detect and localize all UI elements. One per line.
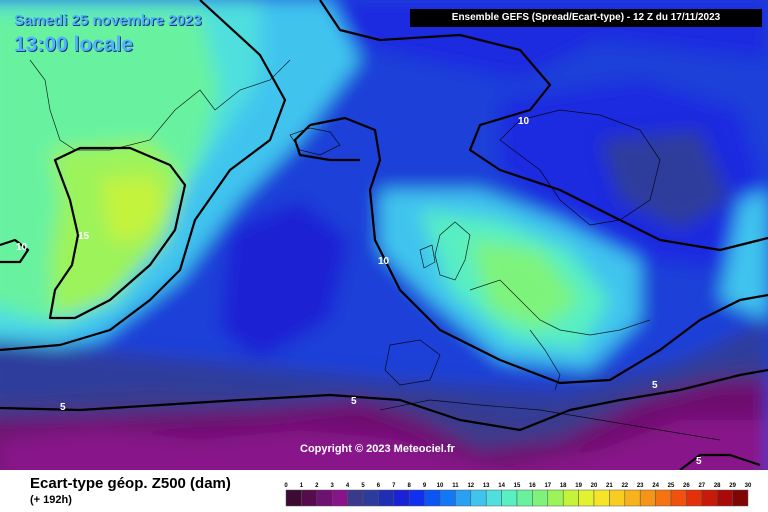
legend-swatch: [701, 489, 718, 507]
legend-swatch: [593, 489, 610, 507]
contour-label-10-west: 10: [16, 242, 28, 253]
legend-tick-label: 22: [621, 483, 628, 489]
contour-label-5-mid: 5: [351, 396, 357, 407]
legend-tick-label: 9: [423, 483, 427, 489]
legend-tick-label: 18: [560, 483, 567, 489]
legend-tick-label: 16: [529, 483, 536, 489]
legend-swatch: [732, 489, 749, 507]
legend-tick-label: 11: [452, 483, 459, 489]
legend-swatch: [408, 489, 425, 507]
legend-tick-label: 2: [315, 483, 319, 489]
legend-tick-label: 20: [591, 483, 598, 489]
legend-tick-label: 8: [408, 483, 412, 489]
iceland-coast: [289, 127, 341, 156]
contour-label-15: 15: [78, 231, 90, 242]
legend-tick-label: 12: [467, 483, 474, 489]
legend-swatch: [686, 489, 703, 507]
model-header: Ensemble GEFS (Spread/Ecart-type) - 12 Z…: [410, 9, 762, 27]
map-date: Samedi 25 novembre 2023: [14, 12, 202, 29]
forecast-hour: (+ 192h): [30, 494, 72, 506]
legend-tick-label: 13: [483, 483, 490, 489]
legend-swatch: [470, 489, 487, 507]
legend-swatch: [485, 489, 502, 507]
copyright-text: Copyright © 2023 Meteociel.fr: [300, 443, 455, 455]
legend-swatch: [501, 489, 518, 507]
legend-tick-label: 23: [637, 483, 644, 489]
legend-swatch: [393, 489, 410, 507]
contour-label-5-east: 5: [652, 380, 658, 391]
italy-coast: [529, 329, 561, 391]
spread-map: 15 10 10 10 5 5 5 5: [0, 0, 768, 470]
legend-swatch: [547, 489, 564, 507]
contour-10-greenland: [0, 0, 287, 352]
contour-5-south: [0, 368, 768, 432]
map-time: 13:00 locale: [14, 33, 134, 56]
contour-10-atlantic: [309, 116, 768, 385]
legend-swatch: [624, 489, 641, 507]
legend-swatch: [301, 489, 318, 507]
contour-label-10-north: 10: [518, 116, 530, 127]
legend-tick-label: 7: [392, 483, 396, 489]
contour-5-se: [679, 453, 761, 470]
legend-swatch: [655, 489, 672, 507]
britain-coast: [434, 221, 471, 281]
legend-swatch: [670, 489, 687, 507]
legend-tick-label: 4: [346, 483, 350, 489]
north-africa-coast: [379, 399, 721, 441]
legend-tick-label: 30: [745, 483, 752, 489]
contour-10-north: [319, 0, 768, 252]
legend-swatch: [316, 489, 333, 507]
legend-tick-label: 25: [668, 483, 675, 489]
legend-tick-label: 17: [544, 483, 551, 489]
legend-tick-label: 24: [652, 483, 659, 489]
legend-tick-label: 5: [361, 483, 365, 489]
legend-swatch: [362, 489, 379, 507]
parameter-title: Ecart-type géop. Z500 (dam): [30, 475, 231, 492]
contour-label-5-west: 5: [60, 402, 66, 413]
legend-swatch: [562, 489, 579, 507]
legend-swatch: [516, 489, 533, 507]
legend-tick-label: 3: [331, 483, 335, 489]
contour-10-west: [0, 238, 30, 264]
legend-tick-label: 14: [498, 483, 505, 489]
color-legend: 0 1 2 3 4 5 6 7 8 9 10 11 12 13 14 15 16 17 18 19 20 21 22 23 24…: [284, 483, 752, 507]
legend-tick-label: 27: [698, 483, 705, 489]
scandinavia-coast: [499, 109, 661, 226]
legend-tick-label: 21: [606, 483, 613, 489]
legend-swatch: [378, 489, 395, 507]
legend-tick-label: 10: [437, 483, 444, 489]
legend-tick-label: 0: [284, 483, 288, 489]
legend-tick-label: 26: [683, 483, 690, 489]
legend-swatch: [532, 489, 549, 507]
contour-15: [48, 146, 187, 320]
legend-tick-label: 28: [714, 483, 721, 489]
legend-swatch: [578, 489, 595, 507]
legend-tick-label: 15: [514, 483, 521, 489]
greenland-coast: [29, 59, 291, 151]
contour-label-10-atlantic: 10: [378, 256, 390, 267]
europe-coast: [469, 279, 651, 336]
legend-tick-label: 1: [300, 483, 304, 489]
legend-swatch: [424, 489, 441, 507]
legend-tick-label: 29: [729, 483, 736, 489]
legend-swatch: [347, 489, 364, 507]
legend-swatch: [331, 489, 348, 507]
contour-label-5-se: 5: [696, 456, 702, 467]
ireland-coast: [419, 244, 436, 269]
legend-swatch: [285, 489, 302, 507]
legend-swatch: [455, 489, 472, 507]
contour-10-iceland: [293, 124, 360, 162]
legend-swatch: [439, 489, 456, 507]
legend-tick-label: 19: [575, 483, 582, 489]
legend-tick-label: 6: [377, 483, 381, 489]
legend-swatch: [716, 489, 733, 507]
iberia-coast: [384, 339, 441, 386]
legend-swatch: [639, 489, 656, 507]
legend-swatch: [609, 489, 626, 507]
